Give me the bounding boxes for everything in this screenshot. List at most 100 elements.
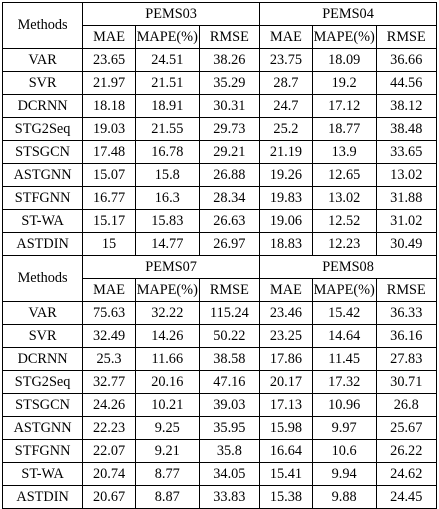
metric-value-cell: 33.65 <box>375 140 438 164</box>
metric-header: MAE <box>259 278 313 302</box>
metric-value-cell: 24.7 <box>259 94 313 118</box>
method-name-cell: STSGCN <box>1 393 84 417</box>
method-name-cell: STG2Seq <box>1 370 84 394</box>
metric-value-cell: 23.46 <box>259 301 313 325</box>
metric-value-cell: 18.09 <box>311 48 377 72</box>
metric-header-row: MAE MAPE(%) RMSE MAE MAPE(%) RMSE <box>3 25 438 49</box>
table-row: DCRNN 25.3 11.66 38.58 17.86 11.45 27.83 <box>1 347 438 371</box>
metric-value-cell: 38.26 <box>198 48 261 72</box>
metric-header: MAE <box>82 25 136 49</box>
metric-value-cell: 17.48 <box>82 140 136 164</box>
metric-value-cell: 21.55 <box>134 117 200 141</box>
metric-value-cell: 22.23 <box>82 416 136 440</box>
metric-value-cell: 19.26 <box>259 163 313 187</box>
metric-value-cell: 26.22 <box>375 439 438 463</box>
dataset-header-row: Methods PEMS03 PEMS04 <box>1 2 437 49</box>
metric-value-cell: 18.83 <box>259 232 313 256</box>
table-row: STSGCN 24.26 10.21 39.03 17.13 10.96 26.8 <box>1 393 438 417</box>
metric-value-cell: 11.45 <box>311 347 377 371</box>
metric-value-cell: 15.42 <box>311 301 377 325</box>
metric-value-cell: 9.21 <box>134 439 200 463</box>
metric-value-cell: 12.52 <box>311 209 377 233</box>
table-row: STG2Seq 19.03 21.55 29.73 25.2 18.77 38.48 <box>1 117 438 141</box>
method-name-cell: VAR <box>1 301 84 325</box>
method-name-cell: STG2Seq <box>1 117 84 141</box>
metric-header: MAPE(%) <box>134 25 200 49</box>
metric-value-cell: 35.29 <box>198 71 261 95</box>
method-name-cell: ASTGNN <box>1 163 84 187</box>
metric-value-cell: 16.3 <box>134 186 200 210</box>
metric-value-cell: 38.58 <box>198 347 261 371</box>
metric-value-cell: 12.23 <box>311 232 377 256</box>
table-row: ST-WA 15.17 15.83 26.63 19.06 12.52 31.02 <box>1 209 438 233</box>
metric-value-cell: 28.34 <box>198 186 261 210</box>
metric-value-cell: 50.22 <box>198 324 261 348</box>
metric-value-cell: 23.25 <box>259 324 313 348</box>
table-row: VAR 23.65 24.51 38.26 23.75 18.09 36.66 <box>1 48 438 72</box>
metric-value-cell: 10.21 <box>134 393 200 417</box>
dataset-header: PEMS08 <box>259 255 437 279</box>
table-row: ST-WA 20.74 8.77 34.05 15.41 9.94 24.62 <box>1 462 438 486</box>
metric-header: MAPE(%) <box>134 278 200 302</box>
metric-value-cell: 16.78 <box>134 140 200 164</box>
metric-value-cell: 30.49 <box>375 232 438 256</box>
metric-value-cell: 15 <box>82 232 136 256</box>
dataset-header-row: Methods PEMS07 PEMS08 <box>1 255 437 302</box>
table-row: ASTGNN 22.23 9.25 35.95 15.98 9.97 25.67 <box>1 416 438 440</box>
metric-value-cell: 24.26 <box>82 393 136 417</box>
metric-value-cell: 19.03 <box>82 117 136 141</box>
metric-value-cell: 17.86 <box>259 347 313 371</box>
metric-value-cell: 32.22 <box>134 301 200 325</box>
table-row: SVR 32.49 14.26 50.22 23.25 14.64 36.16 <box>1 324 438 348</box>
metric-value-cell: 19.83 <box>259 186 313 210</box>
table-row: STSGCN 17.48 16.78 29.21 21.19 13.9 33.65 <box>1 140 438 164</box>
metric-value-cell: 36.66 <box>375 48 438 72</box>
methods-column-header: Methods <box>1 255 84 302</box>
metric-value-cell: 17.13 <box>259 393 313 417</box>
metric-value-cell: 13.9 <box>311 140 377 164</box>
metric-value-cell: 44.56 <box>375 71 438 95</box>
method-name-cell: STSGCN <box>1 140 84 164</box>
metric-header-row: MAE MAPE(%) RMSE MAE MAPE(%) RMSE <box>3 278 438 302</box>
metric-value-cell: 21.19 <box>259 140 313 164</box>
metric-value-cell: 10.6 <box>311 439 377 463</box>
metric-value-cell: 35.95 <box>198 416 261 440</box>
metric-value-cell: 31.02 <box>375 209 438 233</box>
metric-value-cell: 24.45 <box>375 485 438 509</box>
metric-value-cell: 14.26 <box>134 324 200 348</box>
metric-value-cell: 29.21 <box>198 140 261 164</box>
metric-value-cell: 18.18 <box>82 94 136 118</box>
metric-value-cell: 12.65 <box>311 163 377 187</box>
metric-value-cell: 39.03 <box>198 393 261 417</box>
dataset-header: PEMS03 <box>82 2 261 26</box>
metric-value-cell: 11.66 <box>134 347 200 371</box>
metric-value-cell: 19.06 <box>259 209 313 233</box>
metric-value-cell: 9.94 <box>311 462 377 486</box>
table-row: STG2Seq 32.77 20.16 47.16 20.17 17.32 30.71 <box>1 370 438 394</box>
metric-value-cell: 15.17 <box>82 209 136 233</box>
metric-value-cell: 14.64 <box>311 324 377 348</box>
methods-column-header: Methods <box>1 2 84 49</box>
method-name-cell: ST-WA <box>1 462 84 486</box>
metric-value-cell: 30.71 <box>375 370 438 394</box>
metric-value-cell: 15.83 <box>134 209 200 233</box>
metric-value-cell: 14.77 <box>134 232 200 256</box>
metric-value-cell: 32.49 <box>82 324 136 348</box>
metric-value-cell: 17.32 <box>311 370 377 394</box>
metric-value-cell: 26.97 <box>198 232 261 256</box>
metric-value-cell: 16.64 <box>259 439 313 463</box>
metric-value-cell: 26.8 <box>375 393 438 417</box>
metric-header: RMSE <box>198 25 261 49</box>
metric-value-cell: 27.83 <box>375 347 438 371</box>
metric-value-cell: 20.67 <box>82 485 136 509</box>
method-name-cell: STFGNN <box>1 439 84 463</box>
metric-header: MAE <box>259 25 313 49</box>
metric-value-cell: 25.3 <box>82 347 136 371</box>
metric-value-cell: 19.2 <box>311 71 377 95</box>
metric-header: MAPE(%) <box>311 278 377 302</box>
metric-value-cell: 15.98 <box>259 416 313 440</box>
metric-value-cell: 8.87 <box>134 485 200 509</box>
metric-value-cell: 15.41 <box>259 462 313 486</box>
metric-value-cell: 35.8 <box>198 439 261 463</box>
